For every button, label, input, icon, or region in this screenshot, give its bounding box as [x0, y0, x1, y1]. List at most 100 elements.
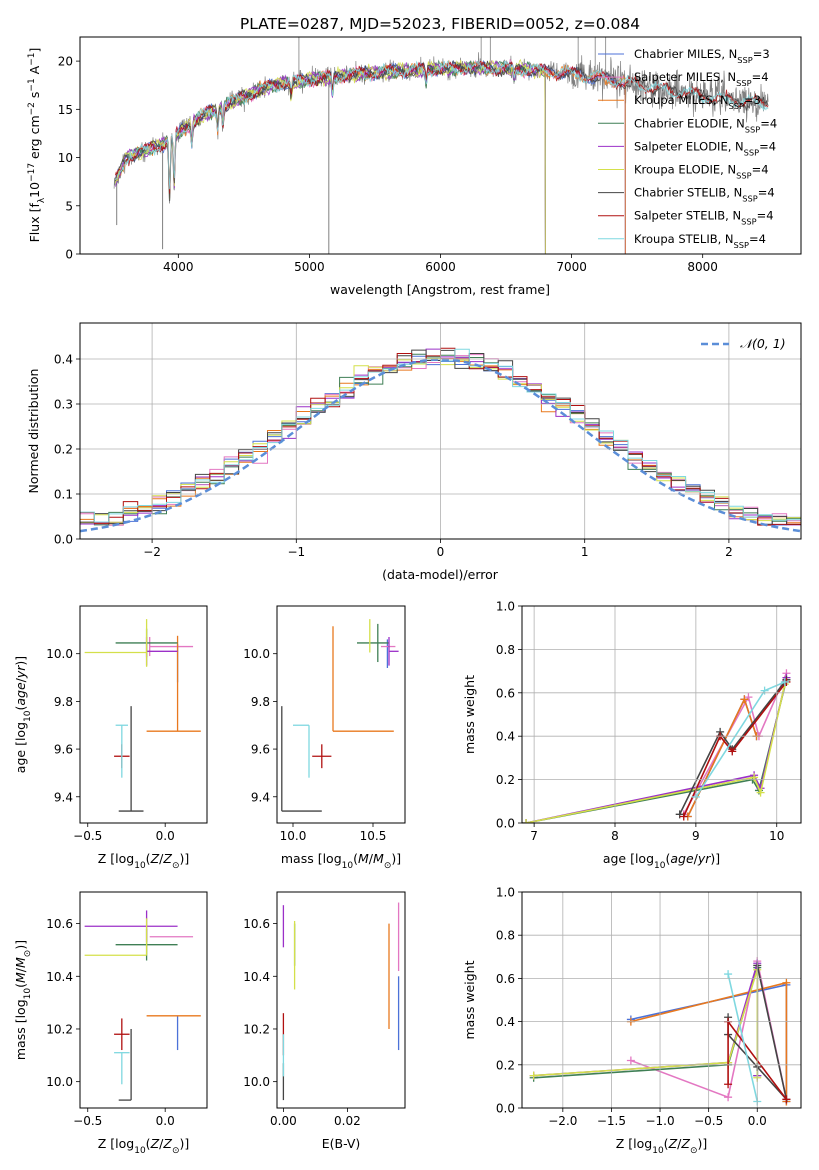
legend-label-chabrier-miles: Chabrier MILES, NSSP=3	[634, 47, 770, 65]
weight-line-kroupa-elodie	[525, 683, 786, 823]
x-tick-label: 0.0	[156, 829, 175, 843]
legend-label-salpeter-elodie: Salpeter ELODIE, NSSP=4	[634, 139, 776, 157]
legend-label-salpeter-miles: Salpeter MILES, NSSP=4	[634, 70, 769, 88]
weight-marker-salpeter-miles	[626, 1056, 635, 1065]
x-tick-label: −1.0	[645, 1114, 674, 1128]
y-tick-label: 0.0	[496, 1102, 515, 1116]
y-tick-label: 10.4	[243, 970, 270, 984]
y-tick-label: 10.0	[46, 1075, 73, 1089]
x-tick-label: 0	[437, 545, 445, 559]
y-axis-label: age [log10(age/yr)]	[13, 656, 33, 773]
y-tick-label: 1.0	[496, 886, 515, 900]
x-tick-label: −0.5	[73, 829, 102, 843]
y-tick-label: 10.6	[46, 917, 73, 931]
y-tick-label: 0.0	[54, 533, 73, 547]
y-tick-label: 0.4	[496, 1015, 515, 1029]
weight-marker-salpeter-miles	[744, 693, 753, 702]
x-tick-label: 7	[530, 829, 538, 843]
plot-area	[84, 619, 201, 812]
x-tick-label: 5000	[294, 260, 325, 274]
plot-area	[522, 669, 791, 823]
x-tick-label: −2.0	[548, 1114, 577, 1128]
y-tick-label: 9.4	[54, 790, 73, 804]
panel-age_vs_Z: −0.5 0.0 9.4 9.6 9.8 10.0 Z [log10(Z/Z⊙)] age […	[13, 605, 208, 871]
x-tick-label: 10.0	[280, 829, 307, 843]
x-axis-label-ebv: E(B-V)	[322, 1136, 361, 1151]
y-tick-label: 9.8	[54, 695, 73, 709]
x-tick-label: 0.0	[156, 1114, 175, 1128]
legend-label-salpeter-stelib: Salpeter STELIB, NSSP=4	[634, 209, 774, 227]
weight-marker-kroupa-elodie	[756, 788, 765, 797]
panel-weight_vs_Z: −2.0 −1.5 −1.0 −0.5 0.0 0.0 0.2 0.4 0.6 0.8 1.0 Z […	[462, 886, 802, 1156]
legend-label-kroupa-miles: Kroupa MILES, NSSP=3	[634, 93, 761, 111]
y-tick-label: 9.4	[251, 790, 270, 804]
y-tick-label: 20	[58, 55, 73, 69]
y-tick-label: 9.8	[251, 695, 270, 709]
y-tick-label: 10.0	[243, 1075, 270, 1089]
figure-title: PLATE=0287, MJD=52023, FIBERID=0052, z=0…	[240, 15, 640, 33]
x-axis-label: wavelength [Angstrom, rest frame]	[330, 282, 550, 297]
legend-label-kroupa-stelib: Kroupa STELIB, NSSP=4	[634, 232, 766, 250]
y-tick-label: 5	[65, 199, 73, 213]
x-tick-label: 10	[769, 829, 784, 843]
x-tick-label: 10.5	[360, 829, 387, 843]
plot-area	[281, 619, 399, 812]
axes-frame	[79, 36, 802, 255]
y-tick-label: 0.3	[54, 398, 73, 412]
y-tick-label: 0.0	[496, 817, 515, 831]
y-tick-label: 9.6	[251, 743, 270, 757]
legend-normal-label: 𝒩(0, 1)	[740, 336, 786, 351]
x-tick-label: 4000	[163, 260, 194, 274]
weight-marker-salpeter-stelib	[728, 747, 737, 756]
y-axis-label: mass weight	[462, 675, 477, 754]
x-tick-label: 8	[611, 829, 619, 843]
axes-frame	[521, 605, 802, 824]
panel-residuals: −2 −1 0 1 2 0.0 0.1 0.2 0.3 0.4 𝒩(0, 1) (data-model…	[26, 322, 802, 582]
y-tick-label: 9.6	[54, 743, 73, 757]
y-tick-label: 10.2	[46, 1022, 73, 1036]
x-axis-label: Z [log10(Z/Z⊙)]	[98, 1136, 190, 1156]
weight-line-salpeter-miles	[682, 672, 788, 815]
y-tick-label: 0.2	[496, 773, 515, 787]
plot-area	[113, 37, 769, 254]
weight-line-chabrier-stelib	[678, 679, 788, 815]
weight-marker-salpeter-stelib	[782, 1095, 791, 1104]
weight-marker-salpeter-stelib	[679, 812, 688, 821]
y-tick-label: 10.4	[46, 970, 73, 984]
legend-label-chabrier-stelib: Chabrier STELIB, NSSP=4	[634, 186, 775, 204]
plot-area	[282, 902, 400, 1101]
y-tick-label: 0.4	[496, 730, 515, 744]
weight-marker-kroupa-elodie	[750, 773, 759, 782]
y-axis-label: Normed distribution	[26, 369, 41, 494]
y-tick-label: 10.0	[243, 647, 270, 661]
x-tick-label: 0.02	[334, 1114, 361, 1128]
model-line-kroupa-stelib	[115, 60, 769, 190]
y-tick-label: 0	[65, 248, 73, 262]
legend-label-chabrier-elodie: Chabrier ELODIE, NSSP=4	[634, 116, 777, 134]
weight-marker-chabrier-stelib	[675, 810, 684, 819]
y-axis-label: mass [log10(M/M⊙)]	[13, 940, 33, 1060]
weight-marker-kroupa-stelib	[760, 686, 769, 695]
y-tick-label: 1.0	[496, 600, 515, 614]
axes-frame	[79, 322, 802, 540]
x-axis-label: (data-model)/error	[382, 567, 499, 582]
y-tick-label: 10.2	[243, 1022, 270, 1036]
plot-area	[84, 910, 201, 1101]
weight-marker-kroupa-elodie	[522, 819, 531, 823]
axes-frame	[521, 891, 802, 1109]
axes-frame	[79, 605, 208, 824]
x-tick-label: 0.00	[270, 1114, 297, 1128]
y-tick-label: 10.6	[243, 917, 270, 931]
x-tick-label: −0.5	[73, 1114, 102, 1128]
x-tick-label: 6000	[425, 260, 456, 274]
y-tick-label: 0.6	[496, 686, 515, 700]
y-tick-label: 15	[58, 103, 73, 117]
x-axis-label: Z [log10(Z/Z⊙)]	[98, 851, 190, 871]
x-tick-label: 1	[581, 545, 589, 559]
axes-frame	[276, 605, 406, 824]
y-axis-label: Flux [fλ10−17 erg cm−2 s−1 A−1]	[27, 48, 47, 243]
weight-marker-salpeter-miles	[724, 1093, 733, 1102]
panel-mass_vs_Z: −0.5 0.0 10.0 10.2 10.4 10.6 Z [log10(Z/Z⊙)] ma…	[13, 891, 208, 1156]
panel-weight_vs_age: 7 8 9 10 0.0 0.2 0.4 0.6 0.8 1.0 age [log10(age/yr…	[462, 600, 802, 871]
